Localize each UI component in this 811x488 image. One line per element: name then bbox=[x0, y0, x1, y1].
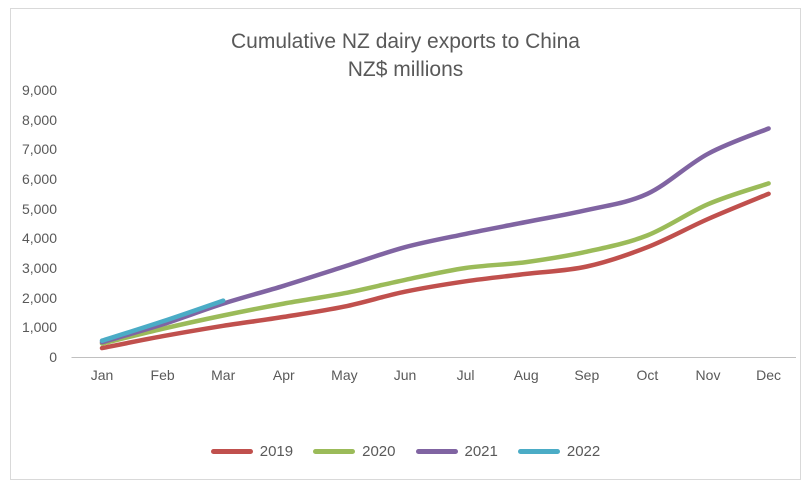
x-tick-label: Sep bbox=[574, 367, 600, 383]
legend-item-2021: 2021 bbox=[415, 443, 498, 460]
chart-subtitle: NZ$ millions bbox=[347, 58, 464, 81]
y-tick-label: 4,000 bbox=[21, 230, 57, 247]
y-tick-label: 1,000 bbox=[21, 319, 57, 336]
chart-title: Cumulative NZ dairy exports to China bbox=[231, 30, 580, 53]
legend-label: 2021 bbox=[464, 443, 498, 460]
x-tick-label: Jun bbox=[393, 367, 417, 383]
x-tick-label: Oct bbox=[636, 367, 659, 383]
legend-swatch-2020 bbox=[313, 449, 356, 454]
y-tick-label: 2,000 bbox=[21, 289, 57, 306]
x-tick-label: Feb bbox=[150, 367, 175, 383]
y-tick-label: 8,000 bbox=[21, 111, 57, 128]
y-tick-label: 6,000 bbox=[21, 170, 57, 187]
legend-swatch-2019 bbox=[210, 449, 253, 454]
legend: 2019 2020 2021 2022 bbox=[0, 443, 811, 460]
x-tick-label: Apr bbox=[272, 367, 295, 383]
legend-item-2019: 2019 bbox=[210, 443, 294, 460]
y-tick-label: 7,000 bbox=[21, 141, 57, 158]
x-tick-label: Mar bbox=[211, 367, 236, 383]
y-tick-label: 0 bbox=[49, 349, 57, 365]
series-line-2020 bbox=[99, 181, 771, 346]
x-tick-label: Jul bbox=[456, 367, 475, 383]
y-tick-label: 5,000 bbox=[21, 200, 57, 217]
legend-swatch-2021 bbox=[415, 449, 458, 454]
series-line-2021 bbox=[99, 126, 771, 345]
x-tick-label: Jan bbox=[90, 367, 114, 383]
legend-label: 2019 bbox=[259, 443, 294, 460]
series-line-2022 bbox=[99, 298, 226, 343]
x-tick-label: Nov bbox=[695, 367, 721, 383]
x-tick-label: May bbox=[331, 367, 358, 383]
legend-label: 2020 bbox=[362, 443, 396, 460]
legend-item-2020: 2020 bbox=[313, 443, 396, 460]
y-tick-label: 9,000 bbox=[21, 81, 57, 98]
y-tick-label: 3,000 bbox=[21, 259, 57, 276]
legend-swatch-2022 bbox=[517, 449, 560, 454]
legend-label: 2022 bbox=[566, 443, 601, 460]
legend-item-2022: 2022 bbox=[517, 443, 601, 460]
x-tick-label: Dec bbox=[756, 367, 782, 383]
chart-border bbox=[10, 8, 801, 480]
series-line-2019 bbox=[99, 191, 771, 351]
chart-title-block: Cumulative NZ dairy exports to China NZ$… bbox=[0, 28, 811, 84]
x-tick-label: Aug bbox=[513, 367, 539, 383]
